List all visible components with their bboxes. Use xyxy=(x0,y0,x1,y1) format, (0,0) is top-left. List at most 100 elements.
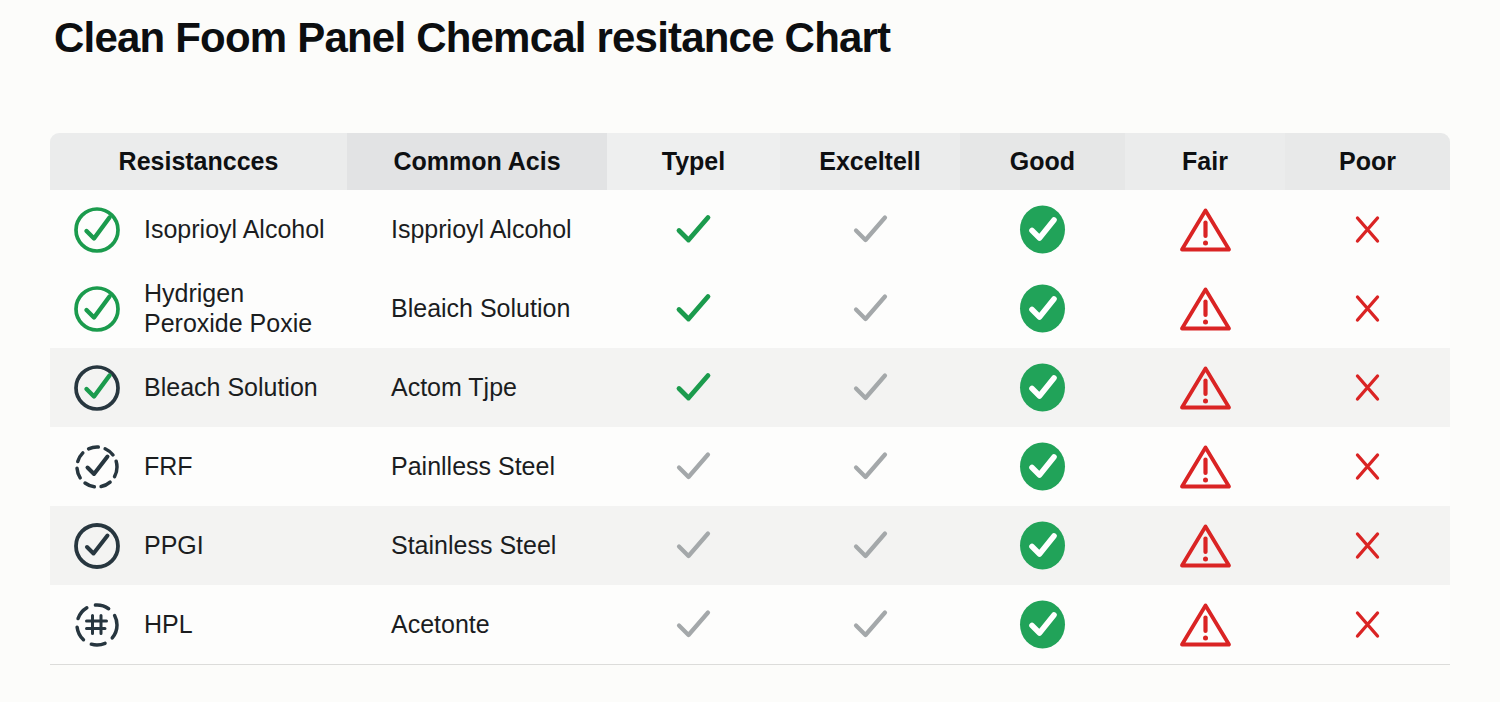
common-acid-label: Actom Tjpe xyxy=(391,373,517,402)
check-gray-icon xyxy=(852,213,889,246)
resistance-cell: Hydrigen Peroxide Poxie xyxy=(50,279,347,338)
common-acid-cell: Acetonte xyxy=(347,610,607,639)
dashed-circle-hash-icon xyxy=(72,600,122,650)
column-header-typel: Typel xyxy=(607,133,780,190)
rating-cell-exceltell xyxy=(780,371,960,404)
circle-check-filled-icon xyxy=(1019,205,1066,254)
rating-cell-exceltell xyxy=(780,292,960,325)
common-acid-cell: Bleaich Solution xyxy=(347,294,607,323)
circle-check-filled-icon xyxy=(1019,600,1066,649)
circle-check-green-icon xyxy=(72,205,122,255)
check-gray-icon xyxy=(852,292,889,325)
resistance-label: PPGI xyxy=(144,531,204,561)
warning-triangle-icon xyxy=(1178,601,1233,649)
table-body: Isoprioyl Alcohol Ispprioyl Alcohol Hydrig… xyxy=(50,190,1450,665)
column-header-exceltell: Exceltell xyxy=(780,133,960,190)
circle-check-green-icon xyxy=(72,284,122,334)
check-gray-icon xyxy=(675,529,712,562)
rating-cell-poor xyxy=(1285,213,1450,246)
rating-cell-good xyxy=(960,600,1125,649)
column-header-common-acis: Common Acis xyxy=(347,133,607,190)
rating-cell-exceltell xyxy=(780,213,960,246)
rating-cell-good xyxy=(960,521,1125,570)
warning-triangle-icon xyxy=(1178,364,1233,412)
rating-cell-typel xyxy=(607,450,780,483)
x-mark-icon xyxy=(1351,213,1384,246)
rating-cell-poor xyxy=(1285,608,1450,641)
x-mark-icon xyxy=(1351,371,1384,404)
rating-cell-typel xyxy=(607,529,780,562)
common-acid-label: Acetonte xyxy=(391,610,490,639)
rating-cell-exceltell xyxy=(780,529,960,562)
circle-check-filled-icon xyxy=(1019,521,1066,570)
circle-check-filled-icon xyxy=(1019,442,1066,491)
header-row: ResistanccesCommon AcisTypelExceltellGoo… xyxy=(50,133,1450,190)
warning-triangle-icon xyxy=(1178,522,1233,570)
x-mark-icon xyxy=(1351,529,1384,562)
x-mark-icon xyxy=(1351,292,1384,325)
warning-triangle-icon xyxy=(1178,443,1233,491)
rating-cell-fair xyxy=(1125,522,1285,570)
x-mark-icon xyxy=(1351,608,1384,641)
common-acid-cell: Ispprioyl Alcohol xyxy=(347,215,607,244)
resistance-table: ResistanccesCommon AcisTypelExceltellGoo… xyxy=(50,133,1450,665)
check-green-icon xyxy=(675,213,712,246)
common-acid-cell: Actom Tjpe xyxy=(347,373,607,402)
column-header-good: Good xyxy=(960,133,1125,190)
rating-cell-poor xyxy=(1285,529,1450,562)
resistance-label: FRF xyxy=(144,452,193,482)
dashed-circle-check-icon xyxy=(72,442,122,492)
table-row: Hydrigen Peroxide PoxieBleaich Solution xyxy=(50,269,1450,348)
rating-cell-exceltell xyxy=(780,450,960,483)
rating-cell-fair xyxy=(1125,206,1285,254)
table-row: Bleach Solution Actom Tjpe xyxy=(50,348,1450,427)
resistance-cell: Isoprioyl Alcohol xyxy=(50,205,347,255)
check-gray-icon xyxy=(675,608,712,641)
resistance-label: Isoprioyl Alcohol xyxy=(144,215,325,245)
resistance-cell: Bleach Solution xyxy=(50,363,347,413)
rating-cell-fair xyxy=(1125,285,1285,333)
rating-cell-poor xyxy=(1285,450,1450,483)
table-row: Isoprioyl Alcohol Ispprioyl Alcohol xyxy=(50,190,1450,269)
resistance-label: HPL xyxy=(144,610,193,640)
table-row: HPL Acetonte xyxy=(50,585,1450,665)
check-gray-icon xyxy=(852,371,889,404)
resistance-label: Hydrigen Peroxide Poxie xyxy=(144,279,347,338)
resistance-label: Bleach Solution xyxy=(144,373,318,403)
page-title: Clean Foom Panel Chemcal resitance Chart xyxy=(54,14,890,62)
table-row: PPGI Stainless Steel xyxy=(50,506,1450,585)
common-acid-label: Stainless Steel xyxy=(391,531,556,560)
rating-cell-poor xyxy=(1285,371,1450,404)
common-acid-label: Painlless Steel xyxy=(391,452,555,481)
warning-triangle-icon xyxy=(1178,206,1233,254)
common-acid-label: Ispprioyl Alcohol xyxy=(391,215,572,244)
column-header-fair: Fair xyxy=(1125,133,1285,190)
rating-cell-fair xyxy=(1125,364,1285,412)
rating-cell-exceltell xyxy=(780,608,960,641)
resistance-cell: HPL xyxy=(50,600,347,650)
rating-cell-typel xyxy=(607,608,780,641)
column-header-poor: Poor xyxy=(1285,133,1450,190)
check-green-icon xyxy=(675,371,712,404)
circle-check-filled-icon xyxy=(1019,284,1066,333)
rating-cell-poor xyxy=(1285,292,1450,325)
check-green-icon xyxy=(675,292,712,325)
rating-cell-typel xyxy=(607,292,780,325)
rating-cell-good xyxy=(960,442,1125,491)
rating-cell-typel xyxy=(607,371,780,404)
check-gray-icon xyxy=(852,608,889,641)
circle-check-filled-icon xyxy=(1019,363,1066,412)
circle-check-dark-icon xyxy=(72,521,122,571)
circle-check-dark-green-icon xyxy=(72,363,122,413)
check-gray-icon xyxy=(852,450,889,483)
resistance-cell: FRF xyxy=(50,442,347,492)
rating-cell-good xyxy=(960,205,1125,254)
column-header-resistancces: Resistancces xyxy=(50,133,347,190)
x-mark-icon xyxy=(1351,450,1384,483)
rating-cell-typel xyxy=(607,213,780,246)
check-gray-icon xyxy=(675,450,712,483)
rating-cell-good xyxy=(960,284,1125,333)
table-row: FRF Painlless Steel xyxy=(50,427,1450,506)
rating-cell-fair xyxy=(1125,601,1285,649)
resistance-cell: PPGI xyxy=(50,521,347,571)
